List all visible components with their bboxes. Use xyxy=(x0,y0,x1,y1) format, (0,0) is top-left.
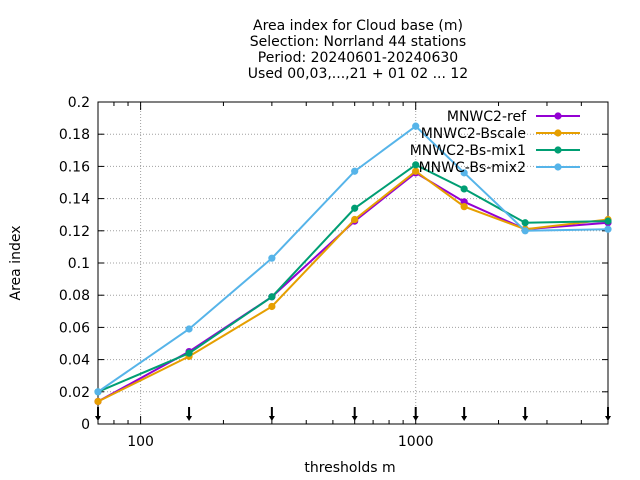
threshold-markers xyxy=(95,407,611,421)
series-line xyxy=(97,163,609,393)
data-point xyxy=(268,254,276,262)
y-tick-label: 0.16 xyxy=(59,159,90,175)
data-point xyxy=(185,325,193,333)
data-point xyxy=(604,225,612,233)
y-tick-label: 0.2 xyxy=(68,95,90,111)
threshold-arrow-head xyxy=(186,416,193,421)
threshold-arrow-head xyxy=(522,416,529,421)
threshold-arrow-head xyxy=(461,416,468,421)
y-tick-label: 0.1 xyxy=(68,256,90,272)
threshold-arrow-head xyxy=(605,416,611,421)
grid-lines xyxy=(98,102,608,424)
title-line: Period: 20240601-20240630 xyxy=(258,50,458,66)
legend-label: MNWC2-Bs-mix1 xyxy=(410,143,526,159)
data-point xyxy=(351,204,359,212)
data-point xyxy=(460,169,468,177)
legend: MNWC2-refMNWC2-BscaleMNWC2-Bs-mix1MNWC-B… xyxy=(410,109,580,176)
legend-label: MNWC2-ref xyxy=(447,109,527,125)
title-line: Area index for Cloud base (m) xyxy=(253,18,463,34)
legend-swatch-marker xyxy=(554,146,562,154)
data-point xyxy=(460,185,468,193)
y-tick-label: 0 xyxy=(81,417,90,433)
data-point xyxy=(412,161,420,169)
legend-label: MNWC-Bs-mix2 xyxy=(419,160,526,176)
data-point xyxy=(185,349,193,357)
data-point xyxy=(460,203,468,211)
data-point xyxy=(94,388,102,396)
data-point xyxy=(521,227,529,235)
legend-swatch-marker xyxy=(554,112,562,120)
chart-title: Area index for Cloud base (m)Selection: … xyxy=(248,18,468,82)
y-tick-label: 0.04 xyxy=(59,353,90,369)
threshold-arrow-head xyxy=(95,416,101,421)
y-tick-label: 0.08 xyxy=(59,288,90,304)
x-tick-label: 1000 xyxy=(398,434,434,450)
title-line: Used 00,03,...,21 + 01 02 ... 12 xyxy=(248,66,468,82)
y-tick-label: 0.12 xyxy=(59,224,90,240)
y-tick-label: 0.02 xyxy=(59,385,90,401)
legend-swatch-marker xyxy=(554,129,562,137)
data-point xyxy=(351,215,359,224)
y-tick-label: 0.18 xyxy=(59,127,90,143)
data-point xyxy=(351,167,359,175)
title-line: Selection: Norrland 44 stations xyxy=(250,34,466,50)
data-point xyxy=(268,302,276,311)
series-line xyxy=(97,169,609,403)
y-tick-label: 0.14 xyxy=(59,192,90,208)
threshold-arrow-head xyxy=(268,416,275,421)
legend-swatch-marker xyxy=(554,163,562,171)
data-point xyxy=(521,219,529,227)
x-tick-label: 100 xyxy=(127,434,154,450)
data-point xyxy=(604,217,612,225)
data-point xyxy=(94,397,102,406)
series-lines xyxy=(94,122,612,406)
data-point xyxy=(268,293,276,301)
x-axis-ticks: 100 1000 xyxy=(97,102,609,450)
data-point xyxy=(412,122,420,130)
legend-label: MNWC2-Bscale xyxy=(421,126,526,142)
series-line xyxy=(97,124,609,393)
threshold-arrow-head xyxy=(351,416,358,421)
y-axis-label: Area index xyxy=(8,226,24,301)
x-axis-label: thresholds m xyxy=(304,460,395,476)
y-axis-ticks: 0 0.02 0.04 0.06 0.08 0.1 0.12 0.14 0.16 0.18 0.2 xyxy=(59,95,608,433)
y-tick-label: 0.06 xyxy=(59,320,90,336)
threshold-arrow-head xyxy=(412,416,419,421)
